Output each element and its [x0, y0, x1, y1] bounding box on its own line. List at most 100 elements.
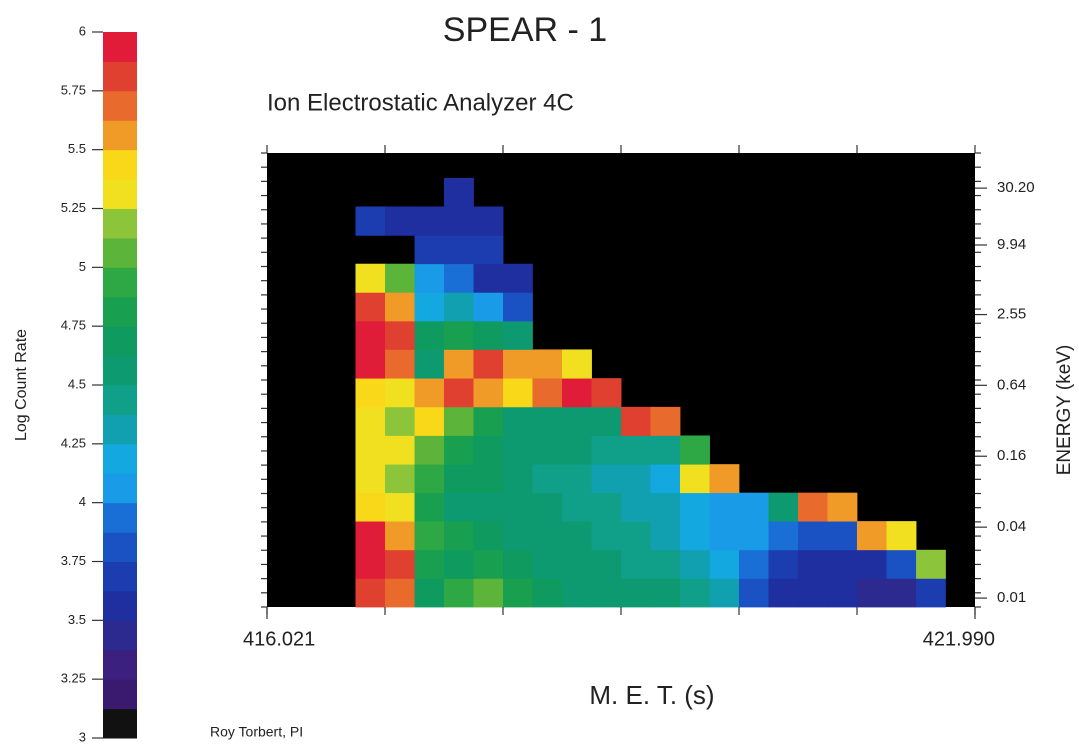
y-tick-label: 0.64 [997, 376, 1026, 393]
heatmap-cell [473, 492, 504, 522]
heatmap-cell [414, 349, 445, 379]
heatmap-cell [414, 521, 445, 551]
heatmap-cell [561, 464, 592, 494]
colorbar-segment [103, 267, 137, 298]
heatmap-cell [738, 492, 769, 522]
heatmap-cell [738, 549, 769, 579]
colorbar-tick-label: 4.75 [61, 318, 86, 333]
heatmap-cell [355, 549, 386, 579]
heatmap-cell [827, 549, 858, 579]
heatmap-cell [355, 492, 386, 522]
heatmap-cell [503, 349, 533, 379]
y-axis-label: ENERGY (keV) [1054, 345, 1075, 476]
x-tick-label: 421.990 [923, 628, 995, 650]
heatmap-cell [443, 320, 474, 350]
heatmap-cell [443, 263, 474, 293]
heatmap-cell [503, 292, 533, 322]
heatmap-cell [561, 406, 592, 436]
heatmap-cell [385, 578, 415, 608]
heatmap-cell [443, 235, 474, 265]
colorbar-segment [103, 414, 137, 445]
heatmap-cell [355, 320, 386, 350]
heatmap-cell [473, 349, 504, 379]
colorbar-tick-label: 4.5 [68, 376, 86, 391]
heatmap-cell [385, 464, 415, 494]
heatmap-cell [768, 578, 799, 608]
heatmap-cell [680, 521, 710, 551]
heatmap-cell [532, 406, 563, 436]
heatmap-cell [414, 435, 445, 465]
heatmap-cell [591, 578, 622, 608]
heatmap-cell [443, 177, 474, 207]
heatmap-cell [738, 578, 769, 608]
heatmap-cell [473, 235, 504, 265]
heatmap-cell [916, 549, 946, 579]
colorbar-segment [103, 326, 137, 357]
colorbar-segment [103, 561, 137, 592]
heatmap-cell [680, 549, 710, 579]
chart-subtitle: Ion Electrostatic Analyzer 4C [267, 89, 574, 116]
colorbar-segment [103, 473, 137, 504]
heatmap-cell [443, 492, 474, 522]
heatmap-cell [385, 349, 415, 379]
heatmap-cell [355, 435, 386, 465]
heatmap-cell [561, 549, 592, 579]
heatmap-cell [680, 464, 710, 494]
heatmap-cell [385, 263, 415, 293]
colorbar-segment [103, 296, 137, 327]
heatmap-cell [385, 521, 415, 551]
heatmap-cell [385, 492, 415, 522]
heatmap-cell [503, 549, 533, 579]
heatmap-cell [591, 464, 622, 494]
heatmap-cell [385, 292, 415, 322]
heatmap-cell [798, 521, 828, 551]
heatmap-cell [473, 435, 504, 465]
colorbar-segment [103, 590, 137, 621]
heatmap-cell [414, 235, 445, 265]
colorbar-tick-label: 6 [79, 23, 86, 38]
colorbar-tick-label: 5.25 [61, 200, 86, 215]
heatmap-cell [473, 206, 504, 236]
heatmap-cell [798, 578, 828, 608]
heatmap-cell [680, 435, 710, 465]
heatmap-cell [561, 349, 592, 379]
heatmap-cell [650, 492, 681, 522]
heatmap-cell [443, 406, 474, 436]
heatmap-cell [621, 549, 651, 579]
heatmap-cell [621, 435, 651, 465]
heatmap-cell [473, 378, 504, 408]
heatmap-cell [443, 521, 474, 551]
heatmap-cell [355, 206, 386, 236]
heatmap-cell [886, 549, 917, 579]
heatmap-cell [798, 492, 828, 522]
heatmap-cell [621, 406, 651, 436]
heatmap-cell [414, 549, 445, 579]
heatmap-cell [503, 406, 533, 436]
heatmap-cell [709, 464, 740, 494]
heatmap-cell [414, 492, 445, 522]
colorbar-tick-label: 5.75 [61, 82, 86, 97]
heatmap-cell [591, 378, 622, 408]
colorbar-tick-label: 3 [79, 729, 86, 744]
colorbar-segment [103, 208, 137, 239]
colorbar-segment [103, 90, 137, 121]
y-tick-label: 30.20 [997, 179, 1035, 196]
heatmap-cell [414, 378, 445, 408]
colorbar-tick-label: 4 [79, 494, 86, 509]
heatmap-cell [561, 378, 592, 408]
heatmap-cell [621, 578, 651, 608]
heatmap-cell [503, 378, 533, 408]
heatmap-cell [414, 292, 445, 322]
heatmap-cell [443, 549, 474, 579]
colorbar-tick-label: 3.25 [61, 671, 86, 686]
heatmap-cell [532, 549, 563, 579]
y-tick-label: 9.94 [997, 236, 1026, 253]
heatmap-cell [650, 435, 681, 465]
colorbar-segment [103, 355, 137, 386]
heatmap-cell [473, 521, 504, 551]
heatmap-cell [886, 578, 917, 608]
heatmap-cell [414, 263, 445, 293]
colorbar-segment [103, 385, 137, 415]
heatmap-cell [473, 578, 504, 608]
heatmap-cell [443, 292, 474, 322]
